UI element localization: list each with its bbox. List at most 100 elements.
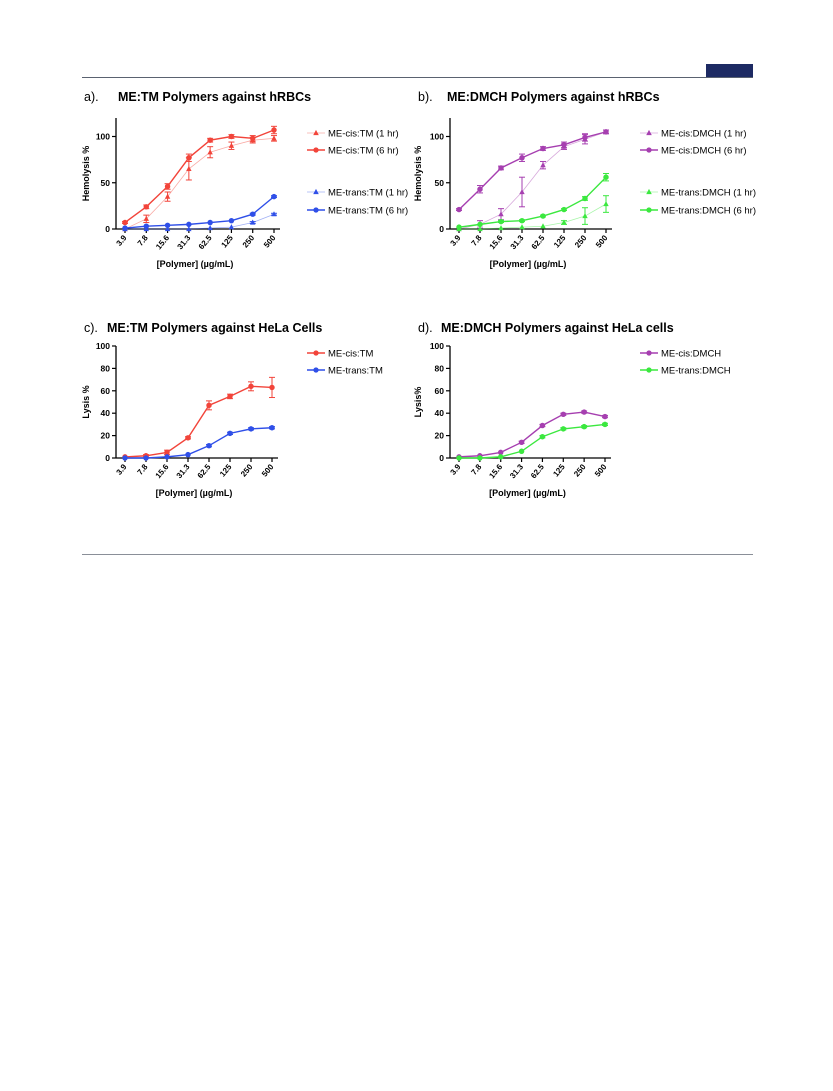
y-tick-label-d-100: 100	[430, 341, 444, 351]
y-axis-title-c: Lysis %	[81, 385, 91, 418]
point-d-me-cis-dmch-4	[539, 422, 546, 429]
y-tick-label-c-100: 100	[96, 341, 110, 351]
point-c-me-trans-tm-4	[206, 442, 212, 449]
legend-label-b-me-trans-dmch-1-hr: ME-trans:DMCH (1 hr)	[661, 188, 756, 199]
legend-item-d-me-cis-dmch: ME-cis:DMCH	[640, 349, 721, 360]
x-axis-title-b: [Polymer] (µg/mL)	[490, 259, 567, 269]
legend-marker-d-me-cis-dmch	[646, 350, 652, 356]
legend-marker-c-me-trans-tm	[313, 367, 319, 373]
point-b-me-trans-dmch-6-hr-1	[477, 221, 483, 228]
legend-item-b-me-trans-dmch-1-hr: ME-trans:DMCH (1 hr)	[640, 188, 756, 199]
legend-marker-a-me-cis-tm-1-hr	[313, 129, 319, 136]
legend-label-b-me-trans-dmch-6-hr: ME-trans:DMCH (6 hr)	[661, 206, 756, 217]
point-a-me-trans-tm-1-hr-7	[271, 211, 277, 217]
point-d-me-trans-dmch-7	[602, 421, 608, 428]
legend-label-a-me-cis-tm-6-hr: ME-cis:TM (6 hr)	[328, 146, 399, 157]
point-b-me-cis-dmch-6-hr-1	[477, 186, 483, 192]
chart-title-b: ME:DMCH Polymers against hRBCs	[447, 90, 660, 104]
panel-label-c: c).	[84, 321, 98, 335]
legend-marker-a-me-cis-tm-6-hr	[313, 147, 319, 153]
point-d-me-trans-dmch-2	[497, 454, 504, 460]
point-b-me-trans-dmch-6-hr-5	[561, 206, 567, 213]
point-b-me-cis-dmch-6-hr-4	[540, 145, 546, 152]
point-b-me-cis-dmch-6-hr-6	[582, 134, 588, 141]
point-d-me-cis-dmch-2	[497, 449, 504, 456]
series-line-c-me-cis-tm	[124, 385, 273, 458]
point-b-me-trans-dmch-6-hr-2	[498, 218, 504, 225]
series-b-me-cis-dmch-6-hr	[456, 129, 609, 213]
x-tick-label-d-3: 31.3	[508, 462, 525, 480]
legend-label-b-me-cis-dmch-6-hr: ME-cis:DMCH (6 hr)	[661, 146, 747, 157]
point-a-me-cis-tm-6-hr-4	[207, 137, 213, 143]
legend-marker-b-me-cis-dmch-1-hr	[646, 129, 652, 136]
point-b-me-trans-dmch-6-hr-0	[456, 224, 462, 230]
point-d-me-cis-dmch-6	[581, 409, 587, 415]
series-line-a-me-cis-tm-1-hr	[124, 137, 275, 230]
x-tick-label-d-6: 250	[572, 462, 588, 478]
point-a-me-trans-tm-6-hr-4	[207, 219, 213, 226]
x-tick-label-d-7: 500	[593, 462, 609, 478]
x-axis-title-d: [Polymer] (µg/mL)	[489, 488, 566, 498]
point-c-me-cis-tm-7	[269, 384, 275, 391]
series-d-me-cis-dmch	[456, 409, 608, 460]
point-a-me-cis-tm-6-hr-0	[122, 219, 128, 226]
legend-label-d-me-trans-dmch: ME-trans:DMCH	[661, 366, 731, 377]
series-line-d-me-trans-dmch	[459, 423, 606, 459]
point-b-me-trans-dmch-1-hr-6	[582, 213, 588, 219]
point-b-me-cis-dmch-6-hr-5	[561, 142, 567, 148]
legend-marker-a-me-trans-tm-6-hr	[313, 207, 319, 213]
series-line-b-me-trans-dmch-1-hr	[459, 203, 607, 230]
chart-title-c: ME:TM Polymers against HeLa Cells	[107, 321, 323, 335]
series-line-a-me-trans-tm-6-hr	[124, 196, 275, 229]
point-b-me-cis-dmch-6-hr-2	[498, 165, 504, 171]
point-a-me-cis-tm-1-hr-4	[207, 149, 213, 155]
point-b-me-trans-dmch-6-hr-7	[603, 174, 609, 180]
legend-label-a-me-trans-tm-6-hr: ME-trans:TM (6 hr)	[328, 206, 408, 217]
point-b-me-cis-dmch-6-hr-7	[603, 129, 609, 135]
point-c-me-trans-tm-7	[269, 425, 275, 431]
point-b-me-trans-dmch-6-hr-3	[519, 217, 525, 224]
series-d-me-trans-dmch	[456, 421, 608, 461]
point-d-me-trans-dmch-5	[560, 426, 567, 432]
point-b-me-trans-dmch-6-hr-6	[582, 195, 588, 202]
point-c-me-trans-tm-2	[164, 454, 170, 460]
point-a-me-trans-tm-6-hr-0	[122, 225, 128, 231]
legend-item-b-me-trans-dmch-6-hr: ME-trans:DMCH (6 hr)	[640, 206, 756, 217]
series-line-a-me-cis-tm-6-hr	[124, 129, 275, 224]
point-c-me-cis-tm-3	[185, 435, 191, 441]
legend-label-d-me-cis-dmch: ME-cis:DMCH	[661, 349, 721, 360]
point-a-me-trans-tm-6-hr-5	[228, 217, 235, 224]
point-b-me-trans-dmch-1-hr-2	[498, 225, 504, 231]
point-a-me-cis-tm-1-hr-5	[228, 142, 235, 148]
panel-label-d: d).	[418, 321, 433, 335]
point-a-me-cis-tm-6-hr-1	[143, 204, 150, 210]
y-axis-title-d: Lysis%	[413, 387, 423, 418]
x-tick-label-d-0: 3.9	[448, 462, 462, 477]
legend-label-c-me-cis-tm: ME-cis:TM	[328, 349, 373, 360]
point-b-me-trans-dmch-6-hr-4	[540, 213, 546, 219]
point-a-me-cis-tm-1-hr-2	[164, 193, 171, 199]
point-c-me-cis-tm-6	[248, 383, 254, 390]
legend-item-b-me-cis-dmch-6-hr: ME-cis:DMCH (6 hr)	[640, 146, 747, 157]
point-c-me-cis-tm-5	[227, 393, 233, 400]
point-b-me-cis-dmch-6-hr-0	[456, 206, 462, 213]
y-tick-label-c-80: 80	[101, 363, 111, 373]
point-d-me-trans-dmch-1	[477, 455, 483, 461]
x-axis-title-a: [Polymer] (µg/mL)	[157, 259, 234, 269]
point-d-me-trans-dmch-4	[539, 434, 546, 440]
point-a-me-trans-tm-6-hr-3	[186, 221, 192, 228]
point-b-me-trans-dmch-1-hr-7	[603, 201, 609, 207]
point-a-me-cis-tm-1-hr-3	[186, 165, 192, 171]
point-d-me-trans-dmch-3	[518, 448, 525, 454]
point-a-me-cis-tm-6-hr-7	[271, 127, 277, 133]
point-b-me-trans-dmch-1-hr-4	[540, 223, 546, 229]
point-c-me-trans-tm-5	[227, 430, 233, 437]
point-a-me-cis-tm-6-hr-5	[228, 133, 235, 140]
legend-item-a-me-trans-tm-1-hr: ME-trans:TM (1 hr)	[307, 188, 408, 199]
y-tick-label-b-0: 0	[439, 224, 444, 234]
legend-marker-d-me-trans-dmch	[646, 367, 652, 373]
